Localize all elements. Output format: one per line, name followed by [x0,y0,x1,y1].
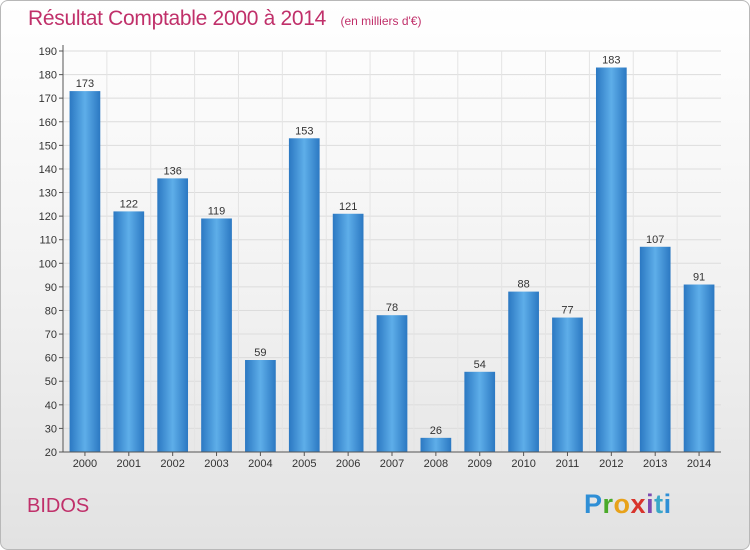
y-tick-label: 80 [45,305,57,317]
x-tick-label: 2004 [248,458,272,470]
bar-value-label: 136 [163,165,181,177]
bar-value-label: 88 [517,279,529,291]
y-tick-label: 130 [39,188,57,200]
place-name: BIDOS [27,495,90,517]
logo-letter: r [602,489,614,519]
bar [157,178,189,452]
x-tick-label: 2008 [424,458,448,470]
y-tick-label: 20 [45,447,57,459]
y-tick-label: 100 [39,258,57,270]
x-tick-label: 2013 [643,458,667,470]
y-tick-label: 160 [39,117,57,129]
bar-value-label: 121 [339,201,357,213]
chart-title: Résultat Comptable 2000 à 2014 (en milli… [28,7,421,31]
bar [288,138,320,452]
bar [420,437,452,452]
x-tick-label: 2007 [380,458,404,470]
y-tick-label: 170 [39,93,57,105]
x-tick-label: 2009 [467,458,491,470]
x-tick-label: 2001 [117,458,141,470]
y-tick-label: 190 [39,46,57,58]
bar-value-label: 122 [120,198,138,210]
y-tick-label: 180 [39,70,57,82]
bar-value-label: 77 [561,305,573,317]
chart-title-main: Résultat Comptable 2000 à 2014 [28,7,327,30]
bar-value-label: 54 [474,359,486,371]
bar [552,317,583,452]
bar-value-label: 91 [693,272,705,284]
bar [245,360,276,452]
bar [332,213,364,452]
bar-value-label: 78 [386,302,398,314]
bar [376,315,408,452]
x-tick-label: 2011 [556,458,580,470]
bar-value-label: 59 [254,347,266,359]
bar-value-label: 26 [430,425,442,437]
x-tick-label: 2002 [160,458,184,470]
logo-letter: x [630,489,647,519]
logo-letter: t [654,489,664,519]
bar-value-label: 153 [295,125,313,137]
logo-letter: i [646,489,655,519]
x-tick-label: 2010 [511,458,535,470]
y-tick-label: 60 [45,353,57,365]
bar [69,91,101,452]
bar [464,371,496,452]
bar [683,284,715,452]
bar-value-label: 119 [208,205,226,217]
y-tick-label: 150 [39,140,57,152]
proxiti-logo: Proxiti [584,489,672,520]
x-tick-label: 2012 [599,458,623,470]
y-tick-label: 50 [45,376,57,388]
bar-value-label: 173 [76,78,94,90]
chart-title-unit: (en milliers d'€) [340,14,422,28]
y-tick-label: 30 [45,423,57,435]
y-tick-label: 120 [39,211,57,223]
x-tick-label: 2003 [204,458,228,470]
x-tick-label: 2006 [336,458,360,470]
bar-value-label: 183 [602,55,620,67]
y-tick-label: 40 [45,400,57,412]
bar [201,218,232,452]
bar [595,67,627,452]
bar [639,246,671,452]
y-tick-label: 70 [45,329,57,341]
bar-value-label: 107 [646,234,664,246]
x-tick-label: 2000 [73,458,97,470]
bar [113,211,145,452]
y-tick-label: 140 [39,164,57,176]
y-tick-label: 110 [39,235,57,247]
logo-letter: i [663,489,672,519]
y-tick-label: 90 [45,282,57,294]
x-tick-label: 2014 [687,458,711,470]
x-tick-label: 2005 [292,458,316,470]
logo-letter: P [584,489,603,519]
bar [508,291,539,452]
logo-letter: o [613,489,631,519]
